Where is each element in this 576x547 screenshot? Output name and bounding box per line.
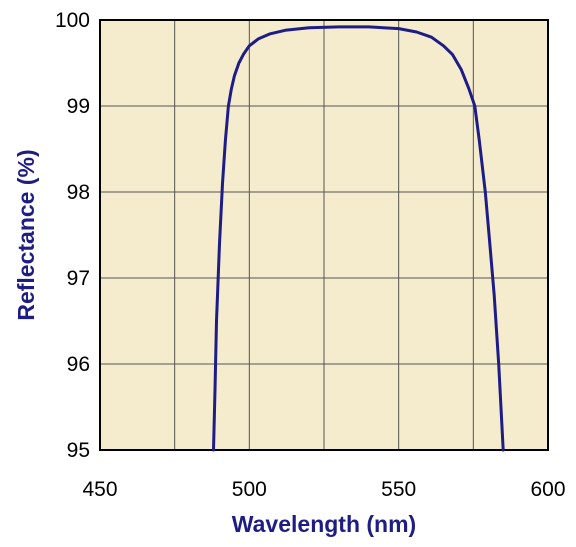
x-tick-label: 450 <box>82 478 117 501</box>
x-tick-label: 600 <box>530 478 565 501</box>
y-tick-label: 97 <box>67 267 90 290</box>
y-tick-label: 100 <box>55 9 90 32</box>
y-tick-label: 98 <box>67 181 90 204</box>
x-axis-title: Wavelength (nm) <box>232 511 416 537</box>
x-tick-labels: 450 500 550 600 <box>82 478 565 501</box>
x-tick-label: 500 <box>232 478 267 501</box>
y-tick-label: 96 <box>67 353 90 376</box>
x-tick-label: 550 <box>381 478 416 501</box>
y-axis-title: Reflectance (%) <box>13 149 39 320</box>
y-tick-label: 95 <box>67 439 90 462</box>
y-tick-label: 99 <box>67 95 90 118</box>
y-tick-labels: 95 96 97 98 99 100 <box>55 9 90 462</box>
